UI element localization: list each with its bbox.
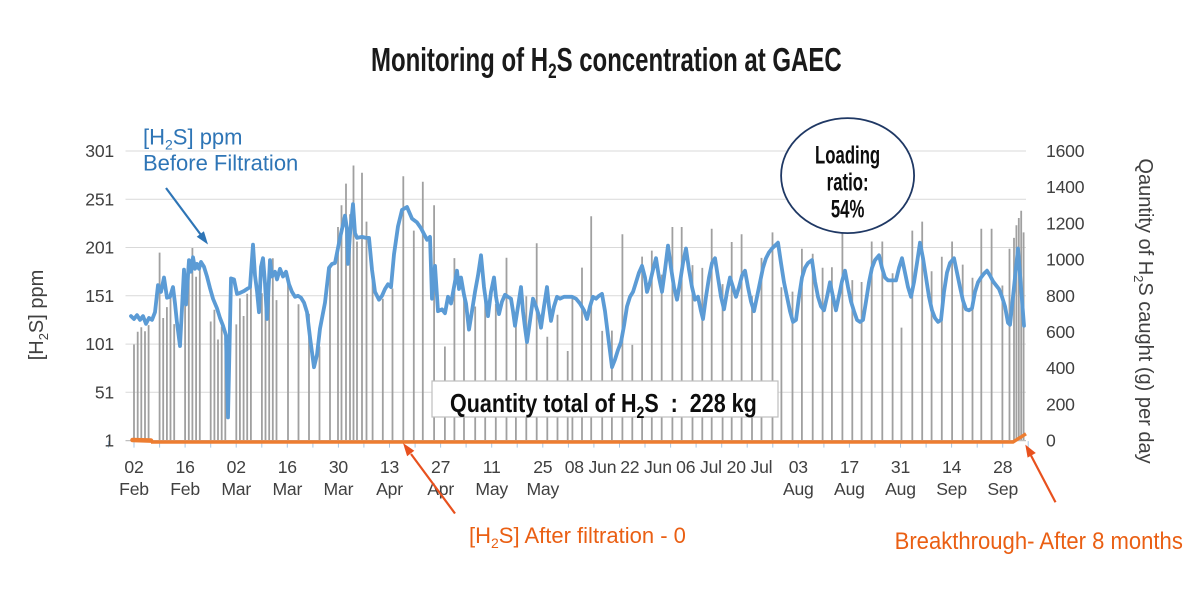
svg-text:06 Jul: 06 Jul (676, 457, 722, 477)
svg-text:Sep: Sep (987, 479, 1018, 499)
svg-text:Aug: Aug (885, 479, 916, 499)
svg-text:301: 301 (85, 141, 114, 161)
svg-text:[H2S] After filtration - 0: [H2S] After filtration - 0 (469, 523, 686, 551)
svg-text:20 Jul: 20 Jul (727, 457, 773, 477)
svg-text:31: 31 (891, 457, 910, 477)
svg-text:51: 51 (95, 382, 114, 402)
svg-text:1: 1 (104, 431, 114, 451)
svg-text:151: 151 (85, 286, 114, 306)
svg-text:May: May (526, 479, 559, 499)
svg-text:[H2S] ppm: [H2S] ppm (26, 270, 51, 361)
svg-text:251: 251 (85, 189, 114, 209)
svg-text:1600: 1600 (1046, 141, 1085, 161)
svg-text:600: 600 (1046, 322, 1075, 342)
svg-text:14: 14 (942, 457, 962, 477)
svg-text:Quantity total of H2S : 228: Quantity total of H2S : 228 kg (450, 389, 757, 422)
svg-text:800: 800 (1046, 286, 1075, 306)
svg-text:200: 200 (1046, 394, 1075, 414)
svg-text:13: 13 (380, 457, 400, 477)
svg-text:16: 16 (278, 457, 298, 477)
svg-text:Breakthrough- After 8 months: Breakthrough- After 8 months (895, 527, 1183, 554)
svg-text:Apr: Apr (376, 479, 403, 499)
svg-text:Monitoring of H2S concentratio: Monitoring of H2S concentration at GAEC (371, 42, 842, 82)
svg-text:0: 0 (1046, 431, 1056, 451)
svg-text:Feb: Feb (119, 479, 149, 499)
svg-text:17: 17 (840, 457, 859, 477)
svg-text:1400: 1400 (1046, 177, 1085, 197)
svg-text:Aug: Aug (783, 479, 814, 499)
svg-text:[H2S] ppm: [H2S] ppm (143, 125, 243, 153)
svg-text:02: 02 (124, 457, 143, 477)
svg-text:1000: 1000 (1046, 250, 1085, 270)
svg-text:400: 400 (1046, 358, 1075, 378)
svg-text:27: 27 (431, 457, 450, 477)
svg-text:ratio:: ratio: (827, 168, 869, 196)
svg-text:03: 03 (789, 457, 809, 477)
svg-text:08 Jun: 08 Jun (565, 457, 617, 477)
svg-text:Aug: Aug (834, 479, 865, 499)
svg-text:201: 201 (85, 238, 114, 258)
svg-text:02: 02 (227, 457, 246, 477)
svg-text:101: 101 (85, 334, 114, 354)
svg-text:28: 28 (993, 457, 1013, 477)
svg-text:Mar: Mar (272, 479, 302, 499)
svg-text:Mar: Mar (324, 479, 354, 499)
svg-text:Feb: Feb (170, 479, 200, 499)
svg-text:11: 11 (483, 457, 501, 477)
svg-text:54%: 54% (831, 195, 865, 223)
svg-text:Before Filtration: Before Filtration (143, 151, 298, 176)
svg-text:May: May (475, 479, 508, 499)
svg-text:1200: 1200 (1046, 213, 1085, 233)
svg-text:25: 25 (533, 457, 553, 477)
svg-text:Mar: Mar (221, 479, 251, 499)
svg-text:Loading: Loading (815, 141, 880, 169)
svg-text:Sep: Sep (936, 479, 967, 499)
svg-text:Qauntity of H2S caught (g) per: Qauntity of H2S caught (g) per day (1131, 158, 1156, 463)
svg-text:30: 30 (329, 457, 349, 477)
svg-text:22 Jun: 22 Jun (620, 457, 672, 477)
svg-text:16: 16 (176, 457, 196, 477)
